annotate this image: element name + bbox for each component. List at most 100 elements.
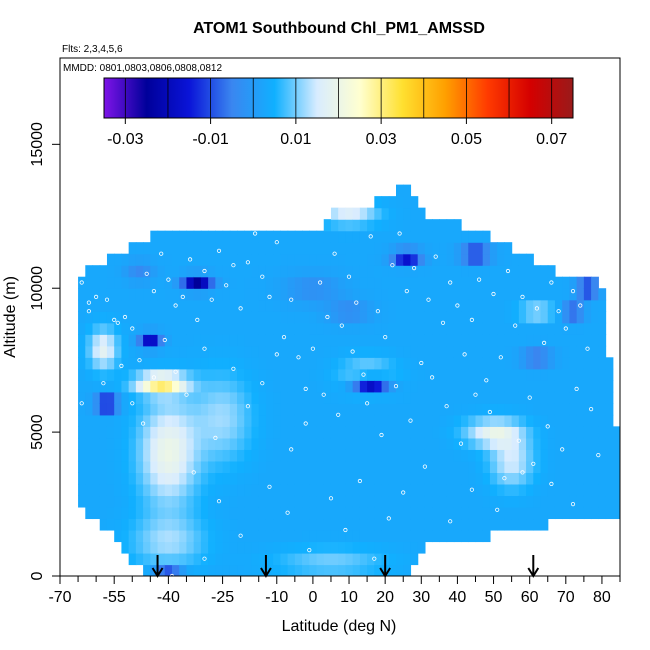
heatmap-cell (359, 552, 368, 566)
heatmap-cell (121, 265, 130, 278)
heatmap-cell (424, 437, 433, 450)
heatmap-cell (576, 276, 585, 289)
heatmap-cell (302, 437, 310, 450)
sample-point (216, 248, 222, 253)
heatmap-cell (598, 368, 607, 381)
heatmap-cell (150, 311, 159, 324)
heatmap-cell (403, 322, 412, 335)
heatmap-cell (287, 276, 296, 289)
heatmap-cell (316, 242, 325, 255)
heatmap-cell (200, 322, 209, 335)
heatmap-cell (106, 426, 115, 439)
heatmap-cell (258, 253, 267, 266)
heatmap-cell (143, 414, 151, 427)
heatmap-cell (504, 518, 513, 531)
heatmap-cell (468, 299, 477, 312)
heatmap-cell (388, 311, 397, 324)
heatmap-cell (186, 265, 195, 278)
heatmap-cell (186, 299, 195, 312)
heatmap-cell (164, 276, 173, 289)
heatmap-cell (302, 541, 310, 554)
heatmap-cell (150, 288, 159, 301)
heatmap-cell (85, 276, 94, 289)
colorbar: -0.03 -0.01 0.01 0.03 0.05 0.07 (103, 77, 574, 148)
heatmap-cell (338, 368, 347, 381)
heatmap-cell (121, 518, 130, 531)
heatmap-cell (461, 449, 469, 462)
heatmap-cell (367, 345, 375, 358)
heatmap-cell (135, 334, 144, 347)
heatmap-cell (417, 403, 426, 416)
sample-point (448, 280, 453, 285)
heatmap-cell (518, 403, 527, 416)
heatmap-cell (424, 219, 433, 232)
heatmap-cell (345, 345, 354, 358)
heatmap-cell (497, 495, 505, 508)
heatmap-cell (222, 368, 231, 381)
heatmap-cell (540, 403, 549, 416)
heatmap-cell (78, 483, 86, 497)
heatmap-cell (135, 265, 144, 278)
heatmap-cell (475, 345, 484, 358)
heatmap-cell (547, 368, 556, 381)
heatmap-cell (598, 449, 607, 462)
heatmap-cell (309, 529, 318, 543)
heatmap-cell (128, 541, 137, 554)
heatmap-cell (135, 506, 144, 520)
heatmap-cell (403, 403, 412, 416)
heatmap-cell (186, 552, 195, 566)
sample-point (202, 346, 207, 351)
heatmap-cell (193, 552, 202, 566)
heatmap-cell (547, 345, 556, 358)
sample-point (383, 334, 388, 340)
heatmap-cell (367, 207, 375, 220)
heatmap-cell (410, 368, 419, 381)
heatmap-cell (367, 403, 375, 416)
sample-point (94, 294, 99, 299)
heatmap-cell (309, 437, 318, 450)
heatmap-cell (504, 506, 513, 520)
heatmap-cell (222, 311, 231, 324)
heatmap-cell (237, 564, 245, 576)
heatmap-cell (511, 368, 520, 381)
heatmap-cell (106, 472, 115, 485)
heatmap-cell (410, 288, 419, 301)
heatmap-cell (164, 368, 173, 381)
heatmap-cell (482, 506, 491, 520)
heatmap-cell (143, 449, 151, 462)
heatmap-cell (547, 483, 556, 497)
heatmap-cell (403, 265, 412, 278)
heatmap-cell (417, 265, 426, 278)
heatmap-cell (215, 460, 224, 473)
heatmap-cell (396, 334, 404, 347)
heatmap-cell (518, 426, 527, 439)
sample-point (556, 309, 561, 314)
heatmap-cell (78, 449, 86, 462)
heatmap-cell (121, 460, 130, 473)
sample-point (419, 360, 424, 366)
heatmap-cell (374, 253, 383, 266)
heatmap-cell (143, 529, 151, 543)
heatmap-cell (345, 437, 354, 450)
heatmap-cell (396, 184, 404, 197)
heatmap-cell (424, 391, 433, 404)
heatmap-cell (150, 414, 159, 427)
heatmap-cell (526, 311, 534, 324)
heatmap-cell (388, 460, 397, 473)
heatmap-cell (244, 311, 253, 324)
heatmap-cell (446, 380, 455, 393)
heatmap-cell (164, 242, 173, 255)
heatmap-cell (237, 311, 245, 324)
heatmap-cell (164, 391, 173, 404)
heatmap-cell (410, 207, 419, 220)
heatmap-cell (381, 196, 390, 209)
heatmap-cell (208, 368, 216, 381)
heatmap-cell (468, 230, 477, 243)
y-tick-label: 15000 (29, 122, 46, 167)
heatmap-cell (237, 253, 245, 266)
heatmap-cell (468, 483, 477, 497)
heatmap-cell (330, 460, 339, 473)
heatmap-cell (237, 368, 245, 381)
heatmap-cell (172, 299, 180, 312)
heatmap-cell (229, 495, 238, 508)
